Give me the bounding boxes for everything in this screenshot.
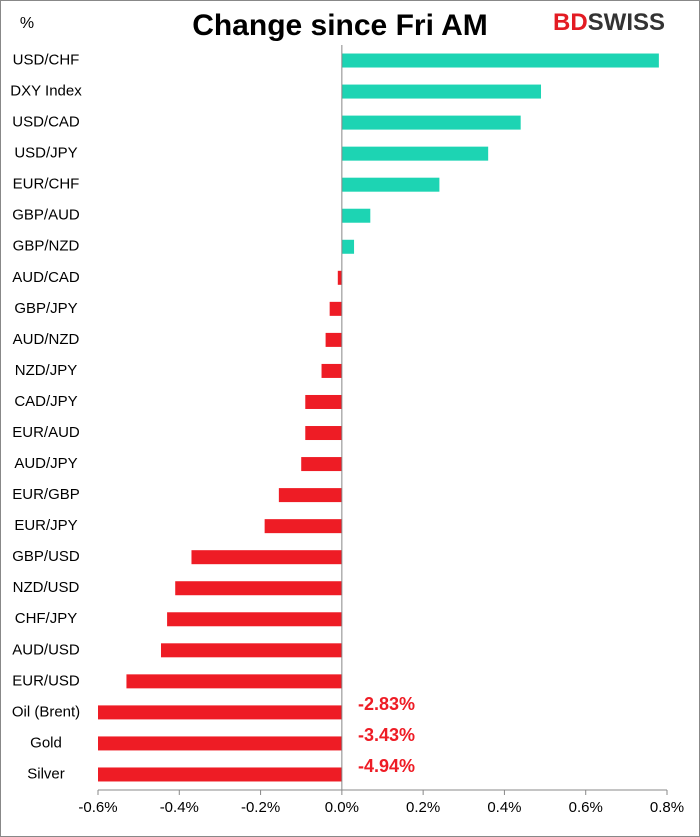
y-tick-label: NZD/JPY [15,362,78,379]
y-tick-label: EUR/CHF [13,176,80,193]
x-tick-label: -0.6% [78,799,117,816]
bar [264,519,342,534]
plot-area [98,53,659,782]
x-tick-label: 0.6% [569,799,603,816]
bar [341,239,355,254]
y-tick-label: NZD/USD [13,579,80,596]
y-tick-label: EUR/JPY [14,517,77,534]
y-tick-label: EUR/AUD [12,424,80,441]
bar [126,674,342,689]
bar [305,426,342,441]
bar [98,736,342,751]
bar [98,705,342,720]
bar [305,394,342,409]
data-label: -2.83% [358,694,415,714]
y-tick-label: CAD/JPY [14,393,77,410]
bar [175,581,342,596]
bar [278,488,342,503]
y-tick-label: GBP/JPY [14,300,77,317]
bar [325,332,342,347]
logo-part: SWISS [588,9,665,36]
bar [341,84,542,99]
y-tick-label: GBP/NZD [13,238,80,255]
x-tick-label: 0.8% [650,799,684,816]
y-tick-label: Silver [27,765,65,782]
logo: BDSWISS [553,9,665,36]
bar [337,270,342,285]
y-tick-label: USD/CAD [12,114,80,131]
y-tick-label: EUR/USD [12,672,80,689]
y-tick-label: AUD/USD [12,641,80,658]
y-tick-label: GBP/USD [12,548,80,565]
y-tick-label: AUD/CAD [12,269,80,286]
x-tick-label: -0.4% [160,799,199,816]
data-label: -4.94% [358,756,415,776]
axis-unit: % [20,15,34,32]
y-tick-label: GBP/AUD [12,207,80,224]
bar [160,643,342,658]
x-tick-label: -0.2% [241,799,280,816]
y-tick-label: EUR/GBP [12,486,80,503]
y-tick-label: Oil (Brent) [12,703,80,720]
y-tick-label: AUD/NZD [13,331,80,348]
bar [341,53,659,68]
bar [341,177,440,192]
y-tick-label: USD/CHF [13,51,80,68]
bar [341,146,489,161]
bar [301,457,342,472]
bar [329,301,342,316]
logo-part: BD [553,9,588,36]
bar [321,363,342,378]
bar [341,208,371,223]
y-tick-label: DXY Index [10,83,82,100]
bar [341,115,521,130]
y-tick-label: AUD/JPY [14,455,77,472]
y-tick-label: USD/JPY [14,145,77,162]
x-tick-label: 0.2% [406,799,440,816]
bar [191,550,342,565]
y-tick-label: Gold [30,734,62,751]
x-tick-label: 0.0% [325,799,359,816]
bar [167,612,342,627]
data-label: -3.43% [358,725,415,745]
y-tick-label: CHF/JPY [15,610,78,627]
bar [98,767,342,782]
chart-title: Change since Fri AM [192,9,488,42]
x-tick-label: 0.4% [487,799,521,816]
